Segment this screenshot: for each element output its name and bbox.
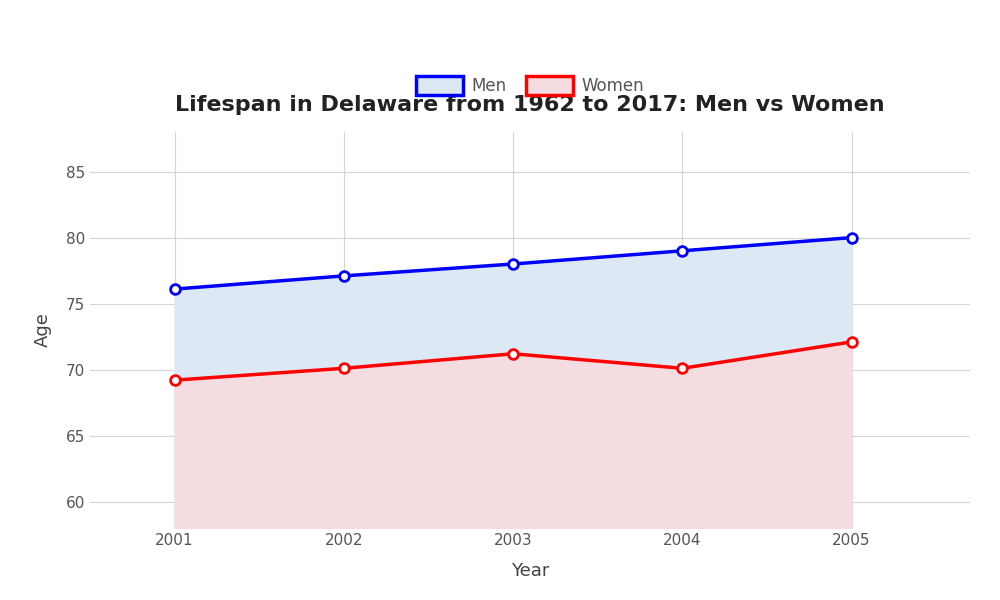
Y-axis label: Age: Age [34,313,52,347]
Legend: Men, Women: Men, Women [409,69,651,101]
Title: Lifespan in Delaware from 1962 to 2017: Men vs Women: Lifespan in Delaware from 1962 to 2017: … [175,95,885,115]
X-axis label: Year: Year [511,562,549,580]
